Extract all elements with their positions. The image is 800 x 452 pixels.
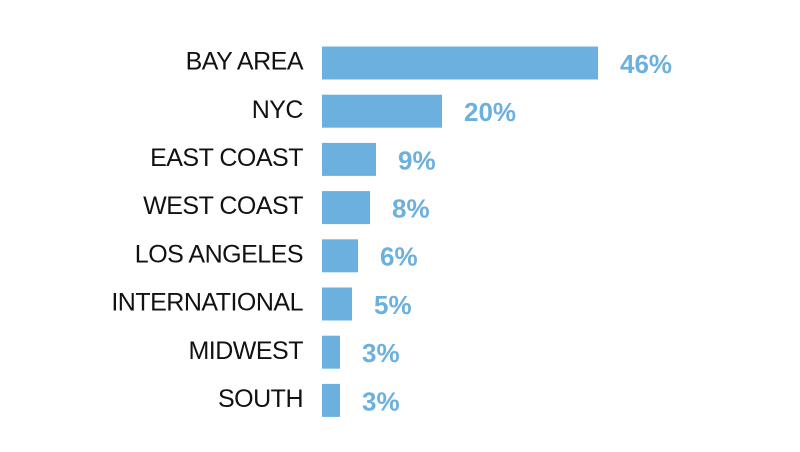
value-label: 3% (362, 386, 400, 416)
category-label: NYC (252, 96, 304, 124)
category-label: WEST COAST (143, 192, 303, 220)
category-label: INTERNATIONAL (111, 289, 303, 317)
category-label: EAST COAST (150, 144, 303, 172)
value-label: 46% (620, 49, 672, 79)
bar (322, 142, 376, 176)
category-label: BAY AREA (186, 48, 304, 76)
bar (322, 287, 352, 321)
bar (322, 94, 442, 128)
category-label: LOS ANGELES (135, 240, 303, 268)
value-label: 9% (398, 145, 436, 175)
bar (322, 335, 340, 369)
bar (322, 46, 598, 80)
bar (322, 191, 370, 225)
category-label: SOUTH (218, 385, 303, 413)
value-label: 3% (362, 338, 400, 368)
value-label: 6% (380, 242, 418, 272)
bar (322, 383, 340, 417)
bar (322, 239, 358, 273)
value-label: 5% (374, 290, 412, 320)
value-label: 20% (464, 97, 516, 127)
value-label: 8% (392, 193, 430, 223)
category-label: MIDWEST (188, 337, 303, 365)
